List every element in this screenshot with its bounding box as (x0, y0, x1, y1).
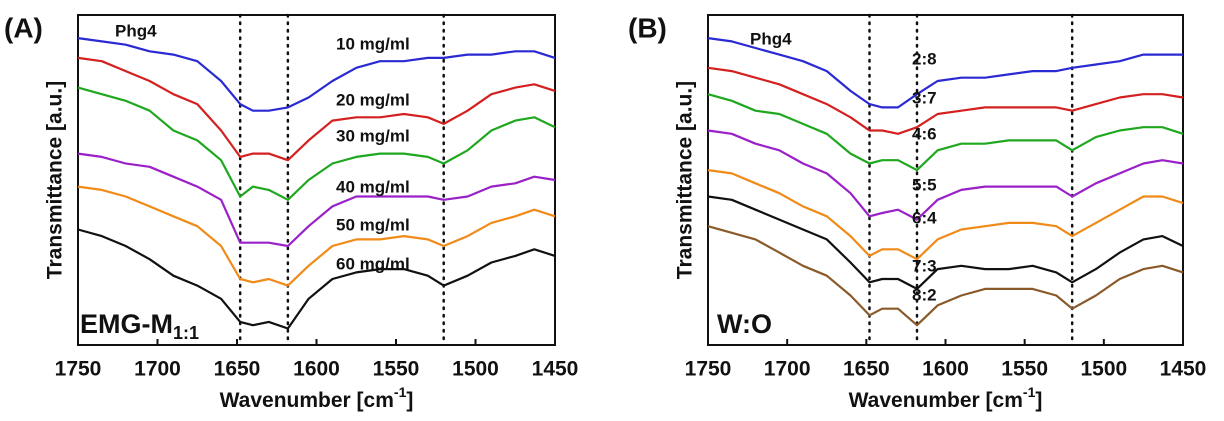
y-axis-label: Transmittance [a.u.] (44, 81, 67, 279)
x-tick-label: 1650 (843, 358, 890, 381)
x-tick-label: 1650 (214, 358, 261, 381)
sample-label: EMG-M1:1 (80, 309, 199, 343)
annotation: Phg4 (750, 29, 792, 48)
series-label: 6:4 (912, 208, 937, 227)
x-axis-label-end: ] (406, 389, 413, 412)
x-axis-label-sup: -1 (394, 384, 407, 400)
series-label: 5:5 (912, 175, 937, 194)
series-line (77, 228, 556, 330)
plot-frame (77, 14, 556, 346)
series-line (707, 37, 1183, 109)
x-axis-label-main: Wavenumber [cm (849, 389, 1023, 412)
panel-label: (A) (4, 12, 43, 43)
x-tick-label: 1600 (922, 358, 969, 381)
x-tick-label: 1450 (532, 358, 579, 381)
x-tick-label: 1500 (452, 358, 499, 381)
series-line (707, 66, 1184, 135)
series-line (77, 86, 556, 201)
x-axis-label-sup: -1 (1023, 384, 1036, 400)
y-axis-label: Transmittance [a.u.] (674, 81, 697, 279)
x-tick-label: 1500 (1080, 358, 1127, 381)
series-line (77, 37, 556, 112)
series-label: 8:2 (912, 285, 937, 304)
plot-frame (707, 14, 1184, 346)
series-line (77, 56, 556, 162)
series-label: 30 mg/ml (336, 126, 410, 145)
series-label: 60 mg/ml (336, 254, 410, 273)
x-axis-label: Wavenumber [cm-1] (220, 384, 414, 412)
x-tick-label: 1700 (134, 358, 181, 381)
series-line (707, 93, 1184, 172)
series-line (707, 225, 1184, 327)
series-label: 40 mg/ml (336, 177, 410, 196)
series-line (707, 169, 1184, 261)
series-label: 10 mg/ml (336, 34, 410, 53)
sample-label-sub: 1:1 (173, 323, 199, 343)
x-axis-label: Wavenumber [cm-1] (849, 384, 1043, 412)
sample-label: W:O (717, 309, 772, 339)
x-tick-label: 1450 (1160, 358, 1207, 381)
x-tick-label: 1550 (1001, 358, 1048, 381)
x-tick-label: 1750 (55, 358, 102, 381)
x-tick-label: 1700 (764, 358, 811, 381)
series-label: 7:3 (912, 256, 937, 275)
sample-label-main: EMG-M (80, 309, 173, 339)
series-label: 4:6 (912, 124, 937, 143)
series-line (77, 152, 556, 248)
x-tick-label: 1600 (293, 358, 340, 381)
x-axis-label-main: Wavenumber [cm (220, 389, 394, 412)
x-tick-label: 1750 (685, 358, 732, 381)
x-tick-label: 1550 (373, 358, 420, 381)
panel-label: (B) (628, 12, 667, 43)
series-label: 3:7 (912, 88, 937, 107)
series-line (707, 195, 1184, 290)
sample-label-main: W:O (717, 309, 772, 339)
annotation: Phg4 (115, 21, 157, 40)
series-label: 50 mg/ml (336, 215, 410, 234)
x-axis-label-end: ] (1035, 389, 1042, 412)
series-line (77, 185, 556, 287)
series-line (707, 129, 1184, 221)
series-label: 2:8 (912, 49, 937, 68)
series-label: 20 mg/ml (336, 90, 410, 109)
